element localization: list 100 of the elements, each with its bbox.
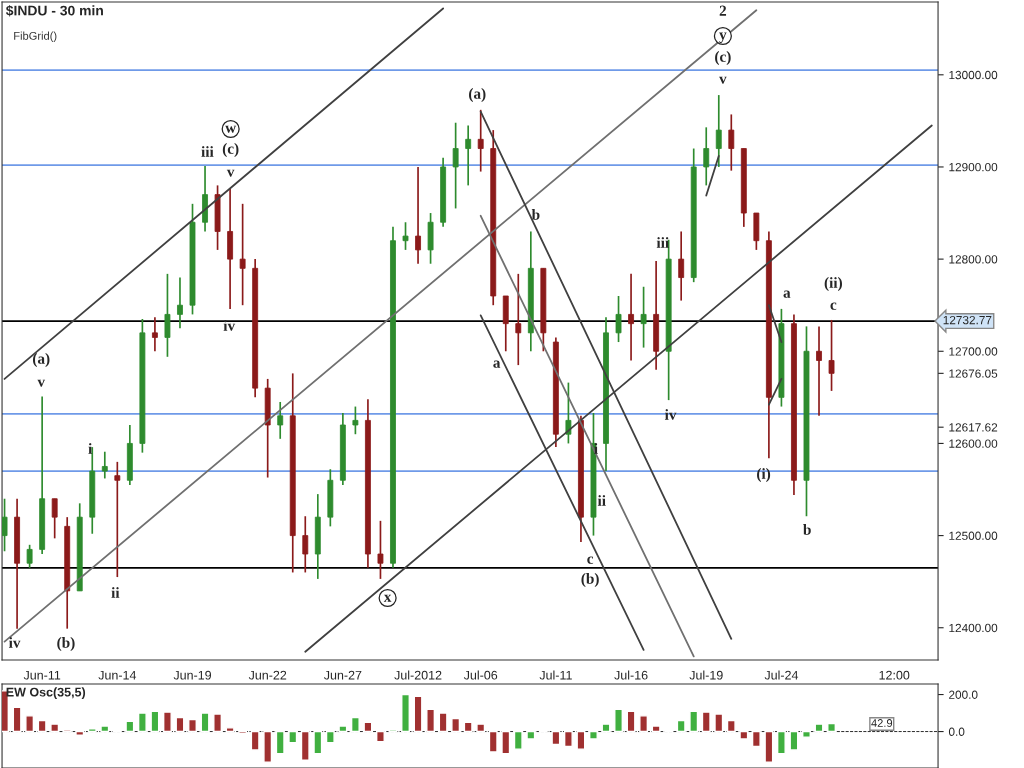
annotation: FibGrid(): [14, 31, 57, 42]
bar: [739, 730, 749, 740]
x-tick-label: Jul-11: [539, 670, 572, 680]
candlestick: [515, 273, 522, 366]
bar: [162, 711, 172, 733]
bar: [438, 712, 448, 733]
candlestick: [151, 316, 158, 353]
bar: [125, 720, 135, 733]
bar: [689, 710, 699, 733]
annotation: v: [226, 169, 235, 177]
candlestick: [26, 543, 33, 569]
candlestick: [452, 121, 459, 210]
annotation: x: [383, 594, 392, 602]
bar: [75, 730, 85, 736]
bar: [651, 725, 661, 733]
candlestick: [816, 325, 822, 417]
bar: [413, 695, 423, 733]
bar: [188, 718, 197, 733]
bar: [250, 730, 260, 751]
candlestick: [640, 285, 647, 349]
y-tick-label: 12617.62: [949, 423, 998, 432]
bar: [200, 712, 210, 733]
y-tick-label: 12900.00: [949, 162, 998, 172]
candlestick: [703, 126, 710, 187]
bar: [37, 719, 47, 733]
annotation: c: [587, 556, 594, 564]
annotation: a: [493, 360, 501, 368]
bar: [100, 725, 110, 733]
bar: [814, 723, 824, 733]
bar: [726, 719, 736, 733]
candlestick: [377, 520, 384, 580]
bar: [751, 730, 761, 748]
y-tick-label: 12676.05: [949, 369, 998, 378]
candlestick: [828, 319, 835, 392]
bar: [776, 730, 786, 755]
bar: [701, 711, 711, 733]
ref-line-label: 12732.77: [943, 315, 992, 325]
bar: [476, 723, 486, 733]
bar: [175, 716, 185, 733]
bar: [87, 728, 97, 733]
annotation: (b): [581, 573, 599, 587]
chart-title: $INDU - 30 min: [5, 5, 103, 17]
x-tick-label: Jun-22: [248, 670, 287, 680]
candlestick: [477, 108, 484, 173]
bar: [350, 716, 360, 733]
bar: [513, 730, 523, 750]
annotation: b: [803, 524, 811, 535]
candlestick: [678, 230, 685, 302]
bar: [25, 715, 35, 733]
bar: [376, 730, 385, 743]
annotation: ii: [111, 587, 120, 598]
candlestick: [2, 497, 8, 553]
candlestick: [715, 94, 722, 168]
bar: [827, 722, 836, 733]
bar: [150, 710, 160, 733]
candlestick: [239, 202, 246, 307]
bar: [363, 721, 373, 733]
annotation: 2: [719, 5, 727, 16]
candlestick: [114, 461, 121, 578]
bar: [300, 730, 310, 761]
bar: [263, 730, 273, 763]
bar: [137, 712, 147, 733]
annotation: b: [531, 209, 540, 220]
annotation: iv: [8, 637, 21, 648]
candlestick: [615, 295, 622, 343]
candlestick: [101, 450, 108, 480]
bar: [639, 715, 649, 733]
annotation: c: [830, 302, 837, 310]
annotation: (b): [57, 637, 75, 651]
annotation: iv: [223, 320, 236, 331]
bar: [488, 730, 498, 753]
y-tick-label: 12700.00: [949, 347, 998, 356]
candlestick: [628, 273, 634, 362]
bar: [225, 727, 235, 733]
bar: [313, 730, 323, 755]
annotation: 42.9: [871, 719, 893, 727]
bar: [338, 725, 348, 733]
x-tick-label: Jul-2012: [394, 670, 442, 680]
bar: [451, 717, 461, 733]
bar: [551, 730, 561, 746]
bar: [50, 723, 60, 733]
candlestick: [51, 497, 58, 540]
x-tick-label: Jul-24: [764, 670, 799, 680]
annotation: ii: [597, 495, 606, 506]
candlestick: [728, 113, 735, 172]
annotation: (i): [757, 468, 771, 482]
bar: [714, 713, 724, 733]
bar: [576, 730, 586, 750]
bar: [426, 708, 436, 733]
annotation: iii: [201, 146, 214, 157]
annotation: i: [594, 443, 598, 454]
y-tick-label: 12600.00: [949, 439, 998, 448]
bar: [275, 730, 285, 755]
bar: [563, 730, 573, 748]
candlestick: [164, 273, 171, 358]
bar: [601, 723, 611, 733]
x-tick-label: Jun-27: [323, 670, 362, 680]
bar: [626, 710, 636, 733]
y-tick-label: 12500.00: [949, 531, 998, 540]
annotation: a: [783, 290, 791, 298]
